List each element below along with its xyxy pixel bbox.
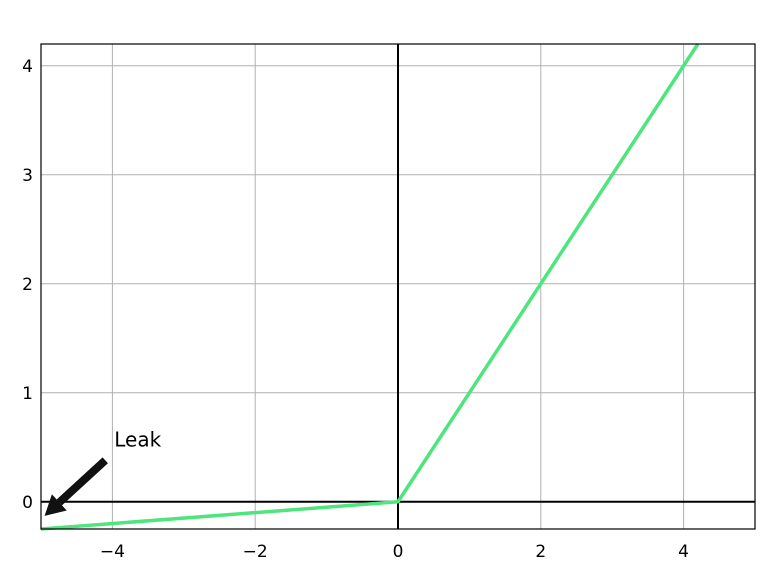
plot-frame [40,43,756,530]
x-tick-label: 0 [393,542,404,562]
series-line-leaky-relu [40,43,700,531]
y-tick-label: 0 [22,493,33,513]
annotation-arrow-head [44,494,67,516]
series-layer [40,43,700,531]
annotation-arrow-shaft [56,457,108,506]
y-tick-labels: 0 1 2 3 4 [22,57,33,513]
x-tick-label: −4 [100,542,125,562]
x-tick-labels: −4 −2 0 2 4 [100,542,689,562]
x-tick-label: 4 [678,542,689,562]
reference-lines [41,44,755,529]
annotation-layer: Leak [44,427,162,516]
y-tick-label: 4 [22,57,33,77]
y-tick-label: 1 [22,384,33,404]
y-tick-label: 3 [22,166,33,186]
y-tick-label: 2 [22,275,33,295]
annotation-leak-label: Leak [114,427,161,451]
x-tick-label: 2 [535,542,546,562]
x-tick-label: −2 [243,542,268,562]
